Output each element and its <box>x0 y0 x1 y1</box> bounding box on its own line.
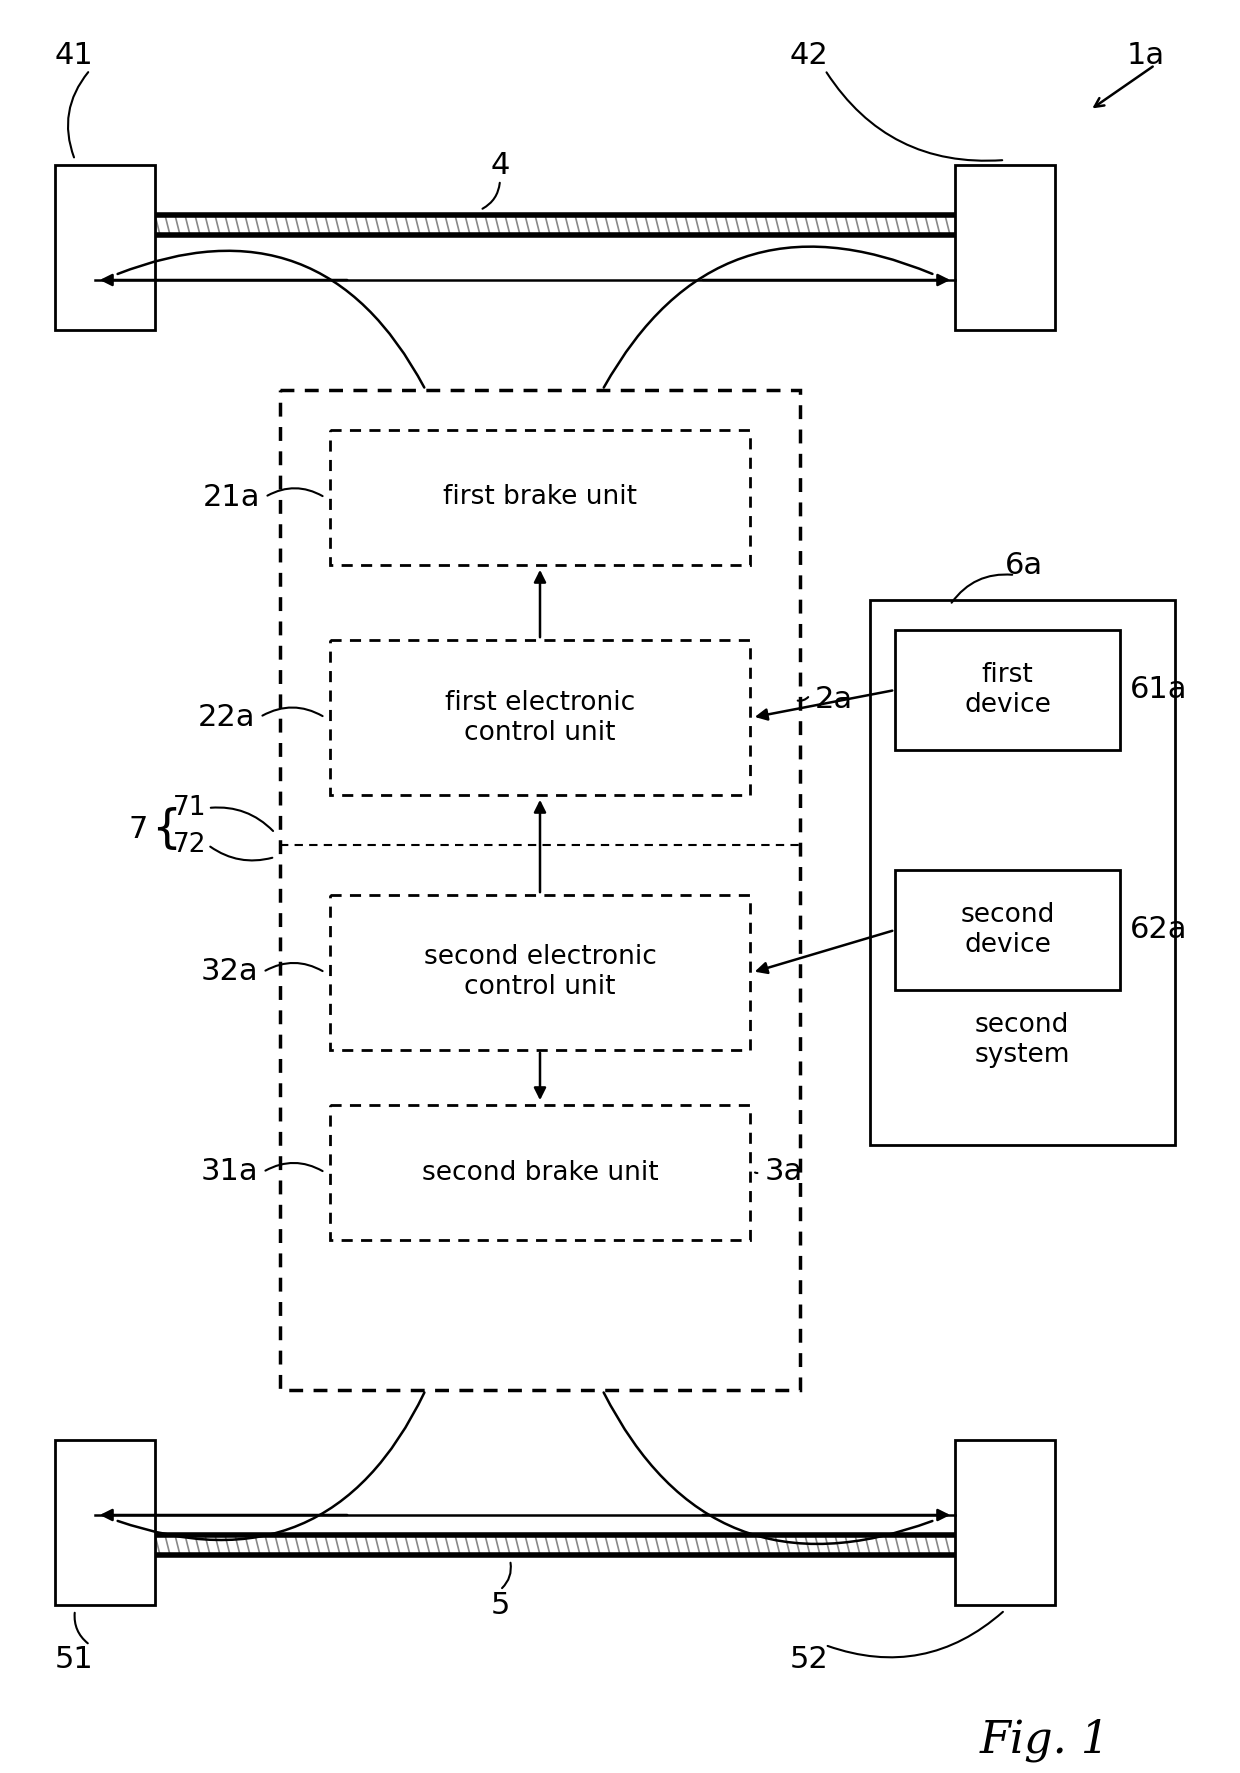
Text: 32a: 32a <box>201 957 258 986</box>
Bar <box>330 431 750 566</box>
Bar <box>870 599 1176 1145</box>
Bar <box>895 871 1120 989</box>
Text: first brake unit: first brake unit <box>443 484 637 511</box>
Bar <box>330 895 750 1050</box>
Text: second electronic
control unit: second electronic control unit <box>424 945 656 1000</box>
Text: first
device: first device <box>963 661 1052 718</box>
Text: 71: 71 <box>174 794 207 821</box>
Text: 72: 72 <box>174 832 207 858</box>
Text: 3a: 3a <box>765 1158 804 1186</box>
Bar <box>280 390 800 1390</box>
Text: {: { <box>151 807 181 853</box>
Text: 1a: 1a <box>1127 41 1166 69</box>
Text: second brake unit: second brake unit <box>422 1160 658 1186</box>
Text: 2a: 2a <box>815 686 853 715</box>
Text: 42: 42 <box>790 41 828 69</box>
Text: first electronic
control unit: first electronic control unit <box>445 690 635 745</box>
Bar <box>330 640 750 794</box>
Bar <box>955 165 1055 330</box>
Text: second
device: second device <box>960 902 1055 957</box>
Text: 62a: 62a <box>1130 915 1188 945</box>
Text: Fig. 1: Fig. 1 <box>980 1718 1110 1762</box>
Bar <box>955 1440 1055 1605</box>
Text: 51: 51 <box>55 1645 94 1674</box>
Text: 5: 5 <box>490 1590 510 1619</box>
Text: second
system: second system <box>975 1012 1070 1067</box>
Text: 6a: 6a <box>1004 550 1043 580</box>
Text: 52: 52 <box>790 1645 828 1674</box>
Text: 61a: 61a <box>1130 676 1188 704</box>
Bar <box>330 1105 750 1239</box>
Bar <box>55 165 155 330</box>
Text: 22a: 22a <box>197 702 255 732</box>
Text: 4: 4 <box>490 151 510 179</box>
Text: 41: 41 <box>55 41 94 69</box>
Text: 31a: 31a <box>201 1158 258 1186</box>
Bar <box>55 1440 155 1605</box>
Text: 7: 7 <box>129 816 148 844</box>
Text: 21a: 21a <box>202 482 260 511</box>
Bar <box>895 629 1120 750</box>
